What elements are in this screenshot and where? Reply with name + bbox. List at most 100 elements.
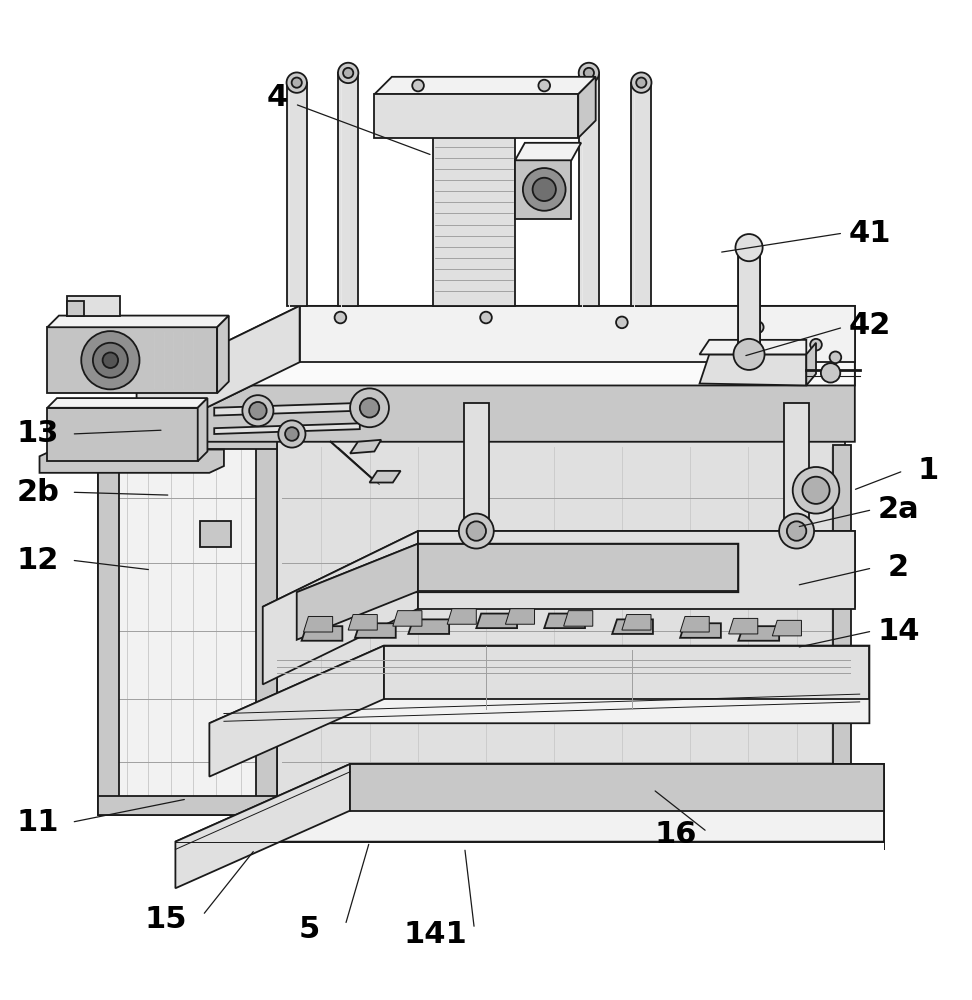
- Circle shape: [480, 312, 492, 323]
- Polygon shape: [197, 398, 207, 461]
- Polygon shape: [350, 764, 884, 811]
- Bar: [67, 301, 85, 316]
- Polygon shape: [299, 306, 854, 362]
- Text: 14: 14: [878, 617, 920, 646]
- Polygon shape: [784, 403, 810, 531]
- Circle shape: [787, 521, 807, 541]
- Text: 141: 141: [403, 920, 468, 949]
- Circle shape: [292, 78, 302, 88]
- Polygon shape: [680, 616, 710, 632]
- Polygon shape: [48, 398, 207, 408]
- Text: 42: 42: [849, 311, 890, 340]
- Circle shape: [752, 321, 764, 333]
- Circle shape: [278, 420, 305, 448]
- Polygon shape: [48, 316, 228, 327]
- Polygon shape: [209, 646, 869, 723]
- Text: 4: 4: [266, 83, 288, 112]
- Polygon shape: [214, 403, 360, 416]
- Polygon shape: [374, 77, 596, 94]
- Polygon shape: [729, 618, 758, 634]
- Circle shape: [82, 331, 140, 389]
- Bar: [98, 445, 120, 809]
- Circle shape: [637, 78, 646, 88]
- Polygon shape: [296, 544, 739, 592]
- Polygon shape: [418, 544, 739, 591]
- Polygon shape: [773, 620, 802, 636]
- Bar: [98, 434, 277, 449]
- Polygon shape: [214, 423, 360, 434]
- Text: 2a: 2a: [878, 495, 920, 524]
- Polygon shape: [350, 440, 381, 453]
- Polygon shape: [393, 611, 422, 626]
- Circle shape: [467, 521, 486, 541]
- Polygon shape: [40, 450, 224, 473]
- Bar: [199, 521, 230, 547]
- Polygon shape: [544, 614, 585, 628]
- Polygon shape: [464, 403, 489, 531]
- Circle shape: [616, 317, 628, 328]
- Circle shape: [103, 352, 119, 368]
- Bar: [67, 296, 121, 316]
- Text: 5: 5: [298, 915, 320, 944]
- Polygon shape: [578, 77, 596, 138]
- Polygon shape: [476, 614, 517, 628]
- Circle shape: [343, 68, 353, 78]
- Polygon shape: [505, 609, 535, 624]
- Polygon shape: [700, 354, 807, 385]
- Circle shape: [736, 234, 763, 261]
- Circle shape: [360, 398, 379, 417]
- Polygon shape: [612, 619, 653, 634]
- Text: 1: 1: [917, 456, 938, 485]
- Circle shape: [287, 72, 307, 93]
- Polygon shape: [807, 343, 816, 385]
- Polygon shape: [447, 609, 476, 624]
- Circle shape: [338, 63, 359, 83]
- Circle shape: [538, 80, 550, 91]
- Polygon shape: [98, 437, 277, 815]
- Polygon shape: [433, 92, 515, 306]
- Text: 12: 12: [17, 546, 58, 575]
- Circle shape: [523, 168, 566, 211]
- Circle shape: [412, 80, 424, 91]
- Polygon shape: [209, 646, 384, 777]
- Text: 2b: 2b: [17, 478, 59, 507]
- Polygon shape: [384, 646, 869, 699]
- Polygon shape: [98, 374, 845, 437]
- Polygon shape: [631, 83, 651, 306]
- Polygon shape: [48, 327, 217, 393]
- Polygon shape: [374, 94, 578, 138]
- Circle shape: [734, 339, 765, 370]
- Bar: [256, 445, 277, 809]
- Polygon shape: [338, 73, 359, 306]
- Polygon shape: [262, 531, 854, 607]
- Circle shape: [189, 321, 200, 333]
- Polygon shape: [262, 531, 418, 684]
- Circle shape: [459, 514, 494, 549]
- Polygon shape: [578, 73, 599, 306]
- Polygon shape: [48, 408, 197, 461]
- Circle shape: [249, 402, 266, 419]
- Polygon shape: [408, 619, 449, 634]
- Polygon shape: [355, 623, 396, 638]
- Polygon shape: [217, 316, 228, 393]
- Polygon shape: [680, 623, 721, 638]
- Polygon shape: [369, 471, 400, 483]
- Polygon shape: [175, 764, 884, 842]
- Polygon shape: [418, 531, 854, 609]
- Text: 15: 15: [145, 905, 187, 934]
- Circle shape: [285, 427, 298, 441]
- Circle shape: [334, 312, 346, 323]
- Polygon shape: [277, 437, 845, 815]
- Polygon shape: [137, 306, 299, 442]
- Polygon shape: [296, 544, 418, 640]
- Circle shape: [821, 363, 840, 383]
- Circle shape: [780, 514, 815, 549]
- Circle shape: [631, 72, 651, 93]
- Circle shape: [242, 395, 273, 426]
- Polygon shape: [175, 764, 350, 888]
- Polygon shape: [106, 447, 269, 809]
- Text: 13: 13: [17, 419, 58, 448]
- Bar: [739, 248, 760, 354]
- Circle shape: [829, 351, 841, 363]
- Bar: [833, 445, 850, 809]
